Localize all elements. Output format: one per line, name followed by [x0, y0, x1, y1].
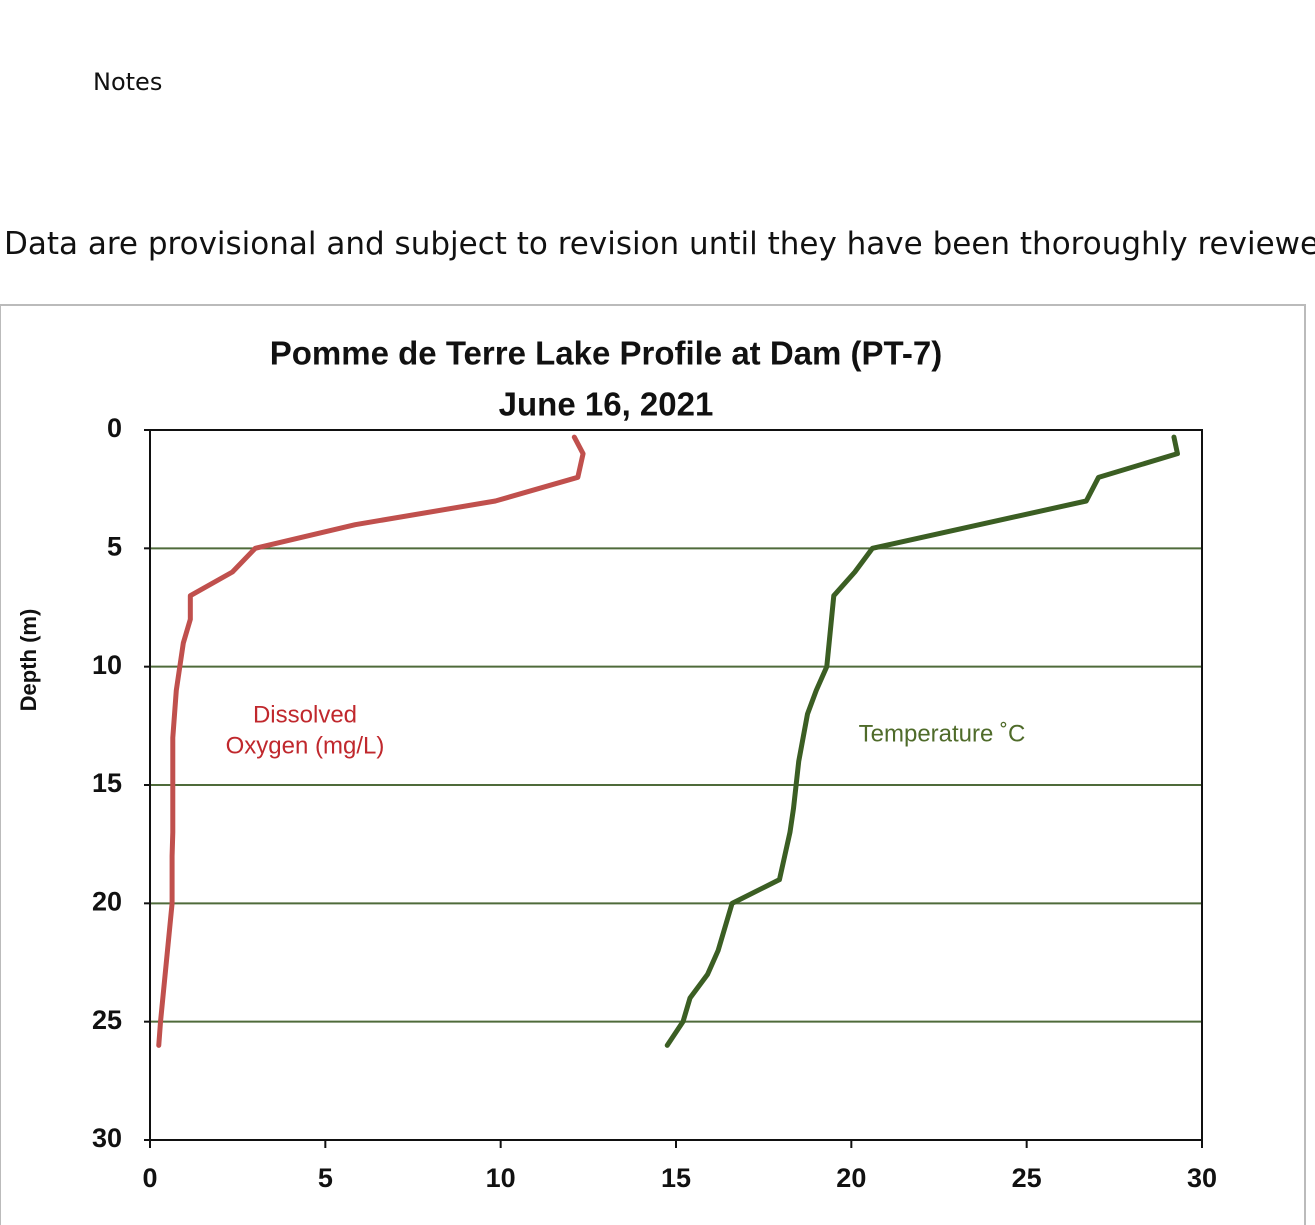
y-tick-label: 5: [107, 531, 122, 561]
series-line: [664, 434, 1180, 1048]
y-tick-label: 30: [92, 1123, 122, 1153]
series-label: Temperature ˚C: [859, 720, 1026, 747]
plot-frame: [149, 429, 1203, 1141]
series-label: Oxygen (mg/L): [226, 732, 385, 759]
chart-title: Pomme de Terre Lake Profile at Dam (PT-7…: [270, 335, 942, 372]
x-tick-label: 5: [318, 1163, 333, 1193]
y-tick-label: 20: [92, 886, 122, 916]
series-label: Dissolved: [253, 701, 357, 728]
series-line: [156, 434, 586, 1048]
x-tick-label: 10: [486, 1163, 516, 1193]
notes: Notes: [93, 68, 163, 96]
y-axis-label: Depth (m): [16, 609, 41, 712]
chart-frame: [0, 304, 1306, 1225]
chart-subtitle: June 16, 2021: [499, 386, 714, 423]
y-tick-label: 25: [92, 1005, 122, 1035]
y-tick-label: 15: [92, 768, 122, 798]
y-tick-label: 0: [107, 413, 122, 443]
x-tick-label: 20: [836, 1163, 866, 1193]
x-tick-label: 15: [661, 1163, 691, 1193]
y-tick-label: 10: [92, 650, 122, 680]
x-tick-label: 30: [1187, 1163, 1217, 1193]
disclaimer: Data are provisional and subject to revi…: [4, 226, 1315, 262]
x-tick-label: 25: [1012, 1163, 1042, 1193]
x-tick-label: 0: [142, 1163, 157, 1193]
